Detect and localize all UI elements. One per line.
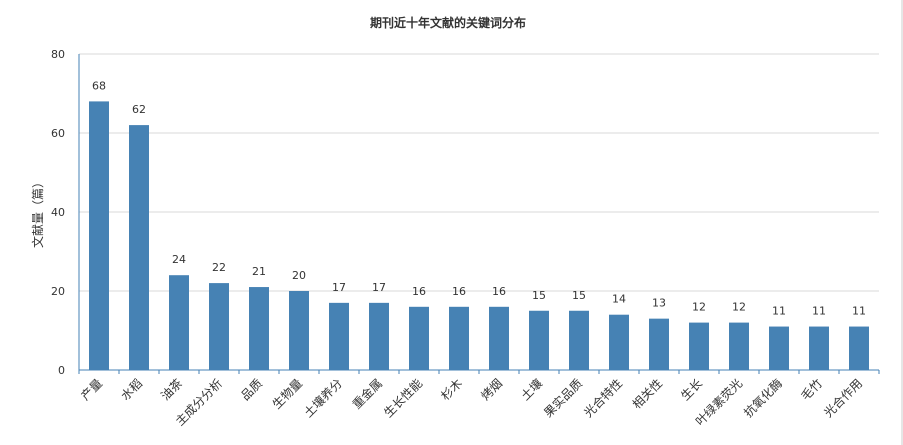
- x-tick-label: 光合特性: [581, 376, 626, 421]
- data-label: 24: [172, 253, 186, 266]
- bar[interactable]: [409, 306, 429, 370]
- data-label: 15: [532, 289, 546, 302]
- x-tick-label: 土壤养分: [301, 376, 346, 421]
- bar[interactable]: [689, 322, 709, 370]
- x-tick-label: 产量: [78, 376, 105, 403]
- bar[interactable]: [769, 326, 789, 370]
- bar[interactable]: [849, 326, 869, 370]
- data-label: 14: [612, 293, 626, 306]
- data-label: 22: [212, 261, 226, 274]
- x-tick-label: 土壤: [518, 376, 546, 404]
- data-label: 12: [692, 301, 706, 314]
- x-tick-label: 生长: [678, 376, 705, 403]
- x-tick-label: 杉木: [438, 376, 465, 403]
- bar[interactable]: [369, 302, 389, 370]
- x-tick-label: 果实品质: [541, 376, 586, 421]
- bar[interactable]: [169, 275, 189, 370]
- bar[interactable]: [289, 291, 309, 370]
- chart-title: 期刊近十年文献的关键词分布: [370, 15, 526, 30]
- y-tick-label: 40: [51, 206, 65, 219]
- data-label: 12: [732, 301, 746, 314]
- data-label: 16: [452, 285, 466, 298]
- bar[interactable]: [809, 326, 829, 370]
- data-label: 17: [332, 281, 346, 294]
- data-label: 16: [412, 285, 426, 298]
- bar[interactable]: [89, 101, 109, 371]
- data-label: 62: [132, 103, 146, 116]
- data-label: 15: [572, 289, 586, 302]
- bar[interactable]: [489, 306, 509, 370]
- y-axis: 0 20 40 60 80: [51, 48, 80, 377]
- data-label: 13: [652, 297, 666, 310]
- bar[interactable]: [729, 322, 749, 370]
- data-label: 20: [292, 269, 306, 282]
- data-label: 21: [252, 265, 266, 278]
- bar[interactable]: [129, 125, 149, 370]
- data-label: 17: [372, 281, 386, 294]
- x-tick-label: 相关性: [630, 376, 665, 411]
- grid-lines: [79, 53, 879, 292]
- bars: [89, 101, 869, 371]
- x-tick-label: 品质: [238, 376, 265, 403]
- x-tick-label: 毛竹: [798, 376, 825, 403]
- y-tick-label: 80: [51, 48, 65, 61]
- data-labels: 68 62 24 22 21 20 17 17 16 16 16 15 15 14 13 12 12 11 11 11: [92, 79, 866, 317]
- data-label: 11: [812, 305, 826, 318]
- bar[interactable]: [329, 302, 349, 370]
- data-label: 11: [852, 305, 866, 318]
- x-tick-label: 烤烟: [478, 376, 506, 404]
- y-axis-title: 文献量（篇）: [30, 176, 45, 248]
- bar[interactable]: [249, 287, 269, 370]
- data-label: 16: [492, 285, 506, 298]
- y-tick-label: 0: [58, 364, 65, 377]
- bar[interactable]: [209, 283, 229, 370]
- window-edge: [901, 0, 903, 445]
- bar[interactable]: [529, 310, 549, 370]
- bar[interactable]: [449, 306, 469, 370]
- bar[interactable]: [609, 314, 629, 370]
- x-tick-label: 光合作用: [821, 376, 866, 421]
- x-tick-label: 油茶: [158, 376, 186, 404]
- y-tick-label: 60: [51, 127, 65, 140]
- x-tick-label: 重金属: [349, 376, 385, 412]
- data-label: 11: [772, 305, 786, 318]
- x-tick-label: 抗氧化酶: [741, 376, 786, 421]
- x-tick-label: 生长性能: [381, 376, 425, 420]
- bar[interactable]: [569, 310, 589, 370]
- bar[interactable]: [649, 318, 669, 370]
- x-tick-label: 水稻: [118, 376, 145, 403]
- data-label: 68: [92, 79, 106, 92]
- x-tick-label: 生物量: [270, 376, 305, 411]
- y-tick-label: 20: [51, 285, 65, 298]
